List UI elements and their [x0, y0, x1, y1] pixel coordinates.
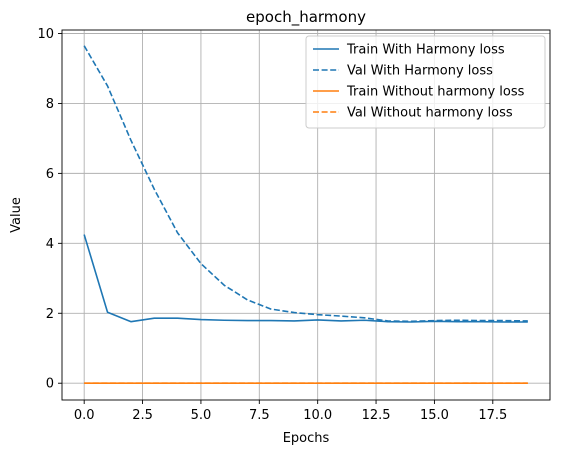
x-tick-label: 7.5: [249, 408, 270, 423]
y-tick-label: 0: [46, 377, 54, 392]
y-tick-label: 2: [46, 307, 54, 322]
series-layer: [83, 45, 528, 385]
series-line-2: [83, 45, 528, 323]
legend-label: Train With Harmony loss: [346, 43, 505, 58]
y-tick-label: 4: [46, 237, 54, 252]
y-axis-label: Value: [9, 197, 24, 233]
x-tick-label: 17.5: [478, 408, 507, 423]
legend-box: [305, 35, 546, 129]
x-tick-label: 0.0: [74, 408, 95, 423]
y-tick-label: 8: [46, 97, 54, 112]
legend-label: Val With Harmony loss: [347, 64, 493, 79]
legend-label: Val Without harmony loss: [347, 106, 513, 121]
plot-frame: [61, 29, 551, 401]
x-tick-label: 10.0: [303, 408, 332, 423]
x-tick-label: 2.5: [132, 408, 153, 423]
y-tick-label: 6: [46, 167, 54, 182]
series-line-1: [83, 234, 528, 323]
x-tick-label: 15.0: [420, 408, 449, 423]
ticks-layer: 0.0 2.5 5.0 7.5 10.0 12.5 15.0 17.5 0 2 4 6 8 10: [37, 27, 507, 423]
legend: Train With Harmony loss Val With Harmony …: [305, 35, 546, 129]
x-tick-label: 12.5: [362, 408, 391, 423]
x-tick-label: 5.0: [191, 408, 212, 423]
chart-title: epoch_harmony: [246, 8, 366, 27]
y-tick-label: 10: [37, 27, 54, 42]
x-axis-label: Epochs: [283, 431, 330, 446]
legend-label: Train Without harmony loss: [346, 85, 525, 100]
